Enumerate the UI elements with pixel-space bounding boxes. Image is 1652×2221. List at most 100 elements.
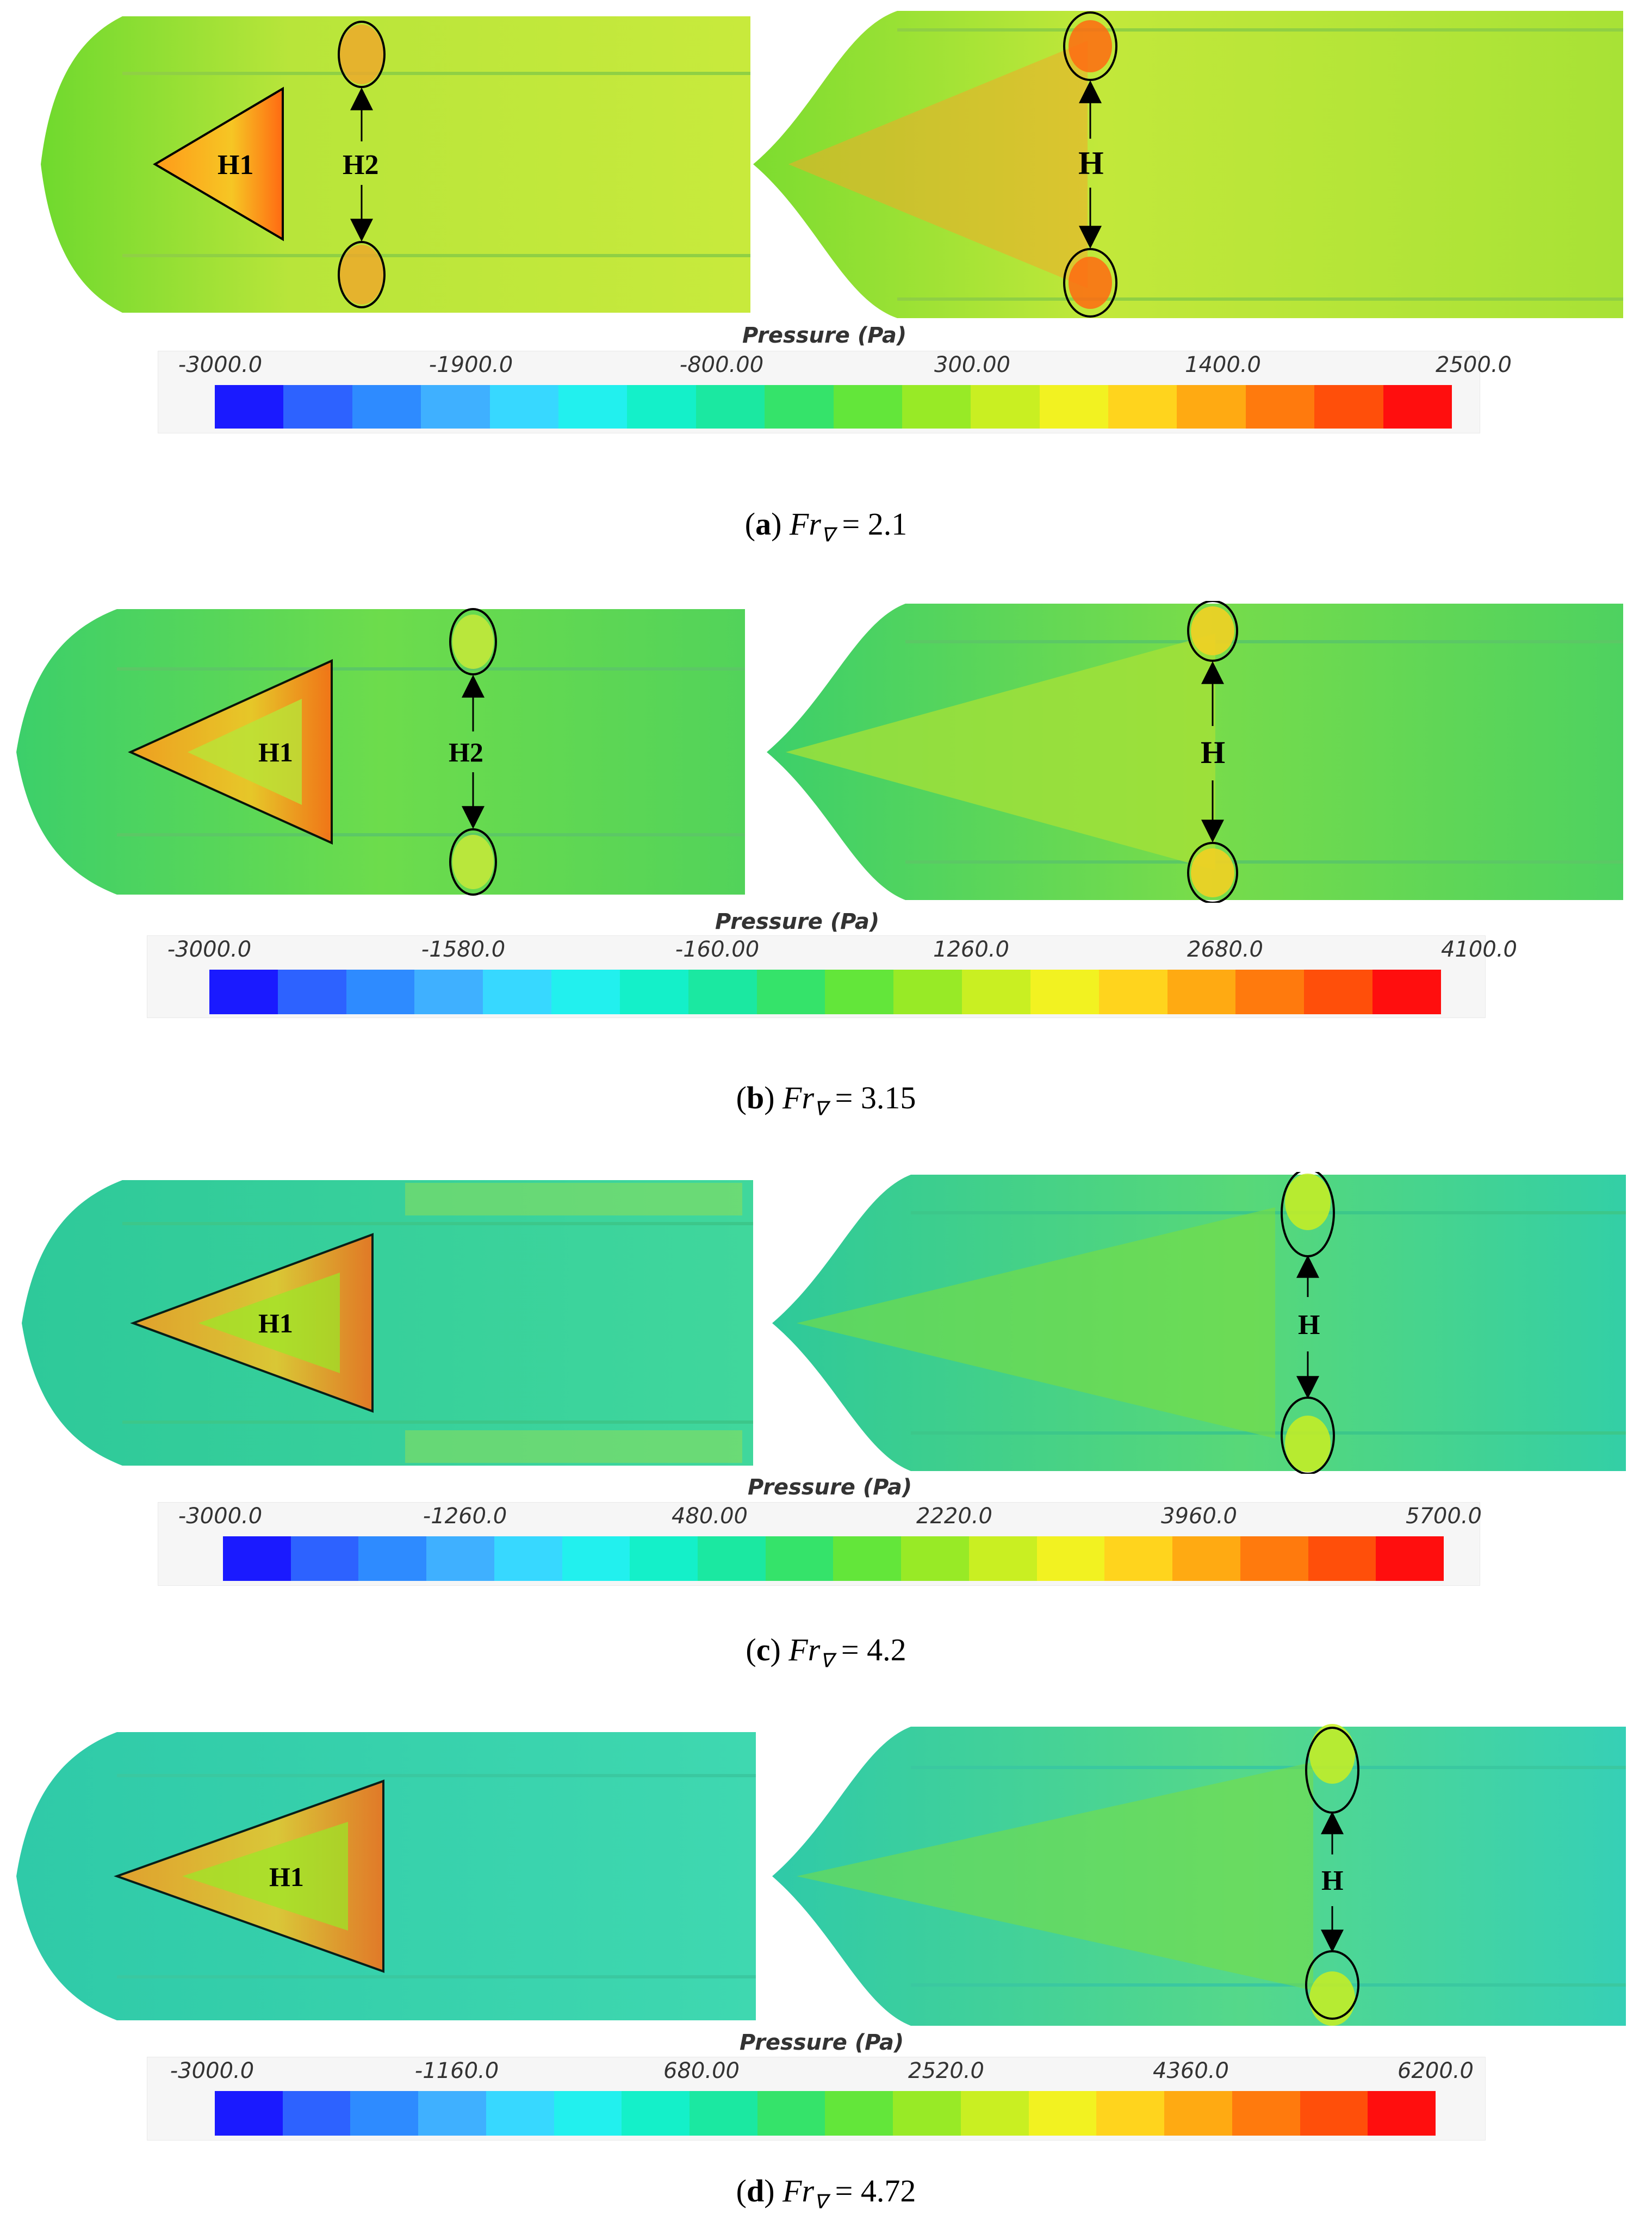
colorbar (223, 1536, 1444, 1581)
colorbar-segment (698, 1536, 766, 1581)
colorbar-segment (893, 970, 962, 1014)
hotspot (1191, 848, 1234, 897)
colorbar-segment (494, 1536, 562, 1581)
tick-label: -1580.0 (421, 937, 506, 962)
colorbar-segment (833, 1536, 902, 1581)
streak (405, 1430, 742, 1463)
pressure-triangle-core (182, 1822, 348, 1931)
caption-d: (d) Fr∇ = 4.72 (736, 2173, 916, 2213)
colorbar-segment (1028, 2091, 1097, 2136)
left-hull-image: H1 H2 (8, 601, 748, 903)
colorbar-segment (765, 385, 834, 429)
label-h1: H1 (258, 1308, 293, 1338)
pressure-triangle-core (198, 1273, 340, 1373)
colorbar-segment (558, 385, 628, 429)
left-hull-image: H1 (8, 1724, 759, 2028)
highlight-circle (1063, 11, 1117, 81)
colorbar-segment (619, 970, 688, 1014)
hull-shape (41, 16, 750, 313)
tick-label: -1160.0 (414, 2058, 499, 2083)
tick-label: -1900.0 (428, 352, 513, 377)
tick-label: 2680.0 (1187, 937, 1263, 962)
tick-label: 3960.0 (1161, 1504, 1237, 1529)
tick-label: 6200.0 (1398, 2058, 1474, 2083)
colorbar-segment (483, 970, 552, 1014)
colorbar (215, 385, 1452, 429)
pressure-triangle (153, 86, 284, 241)
colorbar-segment (358, 1536, 427, 1581)
colorbar-segment (1164, 2091, 1232, 2136)
left-hull-image: H1 (14, 1172, 756, 1474)
chine-line (897, 28, 1623, 301)
chine-line (117, 667, 745, 836)
colorbar-segment (1108, 385, 1177, 429)
colorbar-segment (486, 2091, 554, 2136)
colorbar-segment (1304, 970, 1373, 1014)
label-h: H (1321, 1865, 1343, 1896)
colorbar-title: Pressure (Pa) (740, 2030, 904, 2055)
caption-b: (b) Fr∇ = 3.15 (736, 1080, 916, 1120)
colorbar-segment (551, 970, 620, 1014)
colorbar-segment (282, 2091, 351, 2136)
colorbar-segment (290, 1536, 359, 1581)
colorbar-segment (1039, 385, 1109, 429)
hull-shape (753, 11, 1623, 318)
right-hull-image: H (764, 601, 1623, 903)
colorbar-segment (622, 2091, 690, 2136)
colorbar-segment (1096, 2091, 1165, 2136)
colorbar-segment (223, 1536, 291, 1581)
colorbar-segment (695, 385, 765, 429)
colorbar-segment (962, 970, 1030, 1014)
chine-line (122, 1222, 753, 1424)
pressure-wedge (786, 634, 1215, 870)
colorbar (209, 970, 1441, 1014)
colorbar-segment (277, 970, 346, 1014)
colorbar-segment (756, 970, 825, 1014)
panel-d: H1 H Pressure (Pa) -3000.0 -1160.0 680.0… (0, 1713, 1652, 2221)
colorbar-segment (833, 385, 902, 429)
label-h: H (1201, 735, 1225, 770)
colorbar-title: Pressure (Pa) (742, 323, 907, 348)
hotspot (1285, 1174, 1331, 1230)
colorbar-segment (630, 1536, 698, 1581)
colorbar-segment (352, 385, 421, 429)
hotspot (340, 24, 383, 84)
tick-label: -3000.0 (178, 1504, 263, 1529)
label-h1: H1 (258, 737, 293, 767)
hull-shape (16, 609, 745, 895)
tick-label: -1260.0 (423, 1504, 507, 1529)
highlight-circle (449, 608, 497, 675)
left-hull-image: H1 H2 (30, 8, 750, 321)
panel-c: H1 H Pressure (Pa) -3000.0 -1260.0 480.0… (0, 1158, 1652, 1702)
highlight-circle (338, 21, 386, 88)
colorbar-segment (1314, 385, 1383, 429)
colorbar-segment (1240, 1536, 1308, 1581)
hotspot (340, 245, 383, 305)
right-hull-image: H (750, 8, 1623, 321)
colorbar-segment (426, 1536, 494, 1581)
colorbar-segment (901, 1536, 969, 1581)
colorbar-segment (414, 970, 483, 1014)
colorbar-segment (902, 385, 971, 429)
highlight-circle (1187, 601, 1238, 662)
colorbar-segment (825, 2091, 893, 2136)
colorbar-segment (825, 970, 894, 1014)
tick-label: -3000.0 (170, 2058, 254, 2083)
hotspot (1309, 1724, 1355, 1784)
colorbar-segment (1383, 385, 1452, 429)
chine-line (122, 72, 750, 257)
colorbar-segment (1372, 970, 1441, 1014)
colorbar-segment (688, 970, 757, 1014)
colorbar-title: Pressure (Pa) (715, 909, 880, 934)
colorbar-ticks: -3000.0 -1580.0 -160.00 1260.0 2680.0 41… (167, 937, 1517, 964)
caption-c: (c) Fr∇ = 4.2 (746, 1632, 906, 1672)
tick-label: 1400.0 (1185, 352, 1261, 377)
hotspot (1191, 606, 1234, 655)
colorbar-segment (960, 2091, 1029, 2136)
tick-label: 2520.0 (908, 2058, 984, 2083)
hotspot (1069, 257, 1112, 309)
highlight-circle (338, 241, 386, 308)
colorbar-segment (1300, 2091, 1368, 2136)
label-h: H (1298, 1310, 1320, 1341)
right-hull-image: H (769, 1724, 1626, 2028)
